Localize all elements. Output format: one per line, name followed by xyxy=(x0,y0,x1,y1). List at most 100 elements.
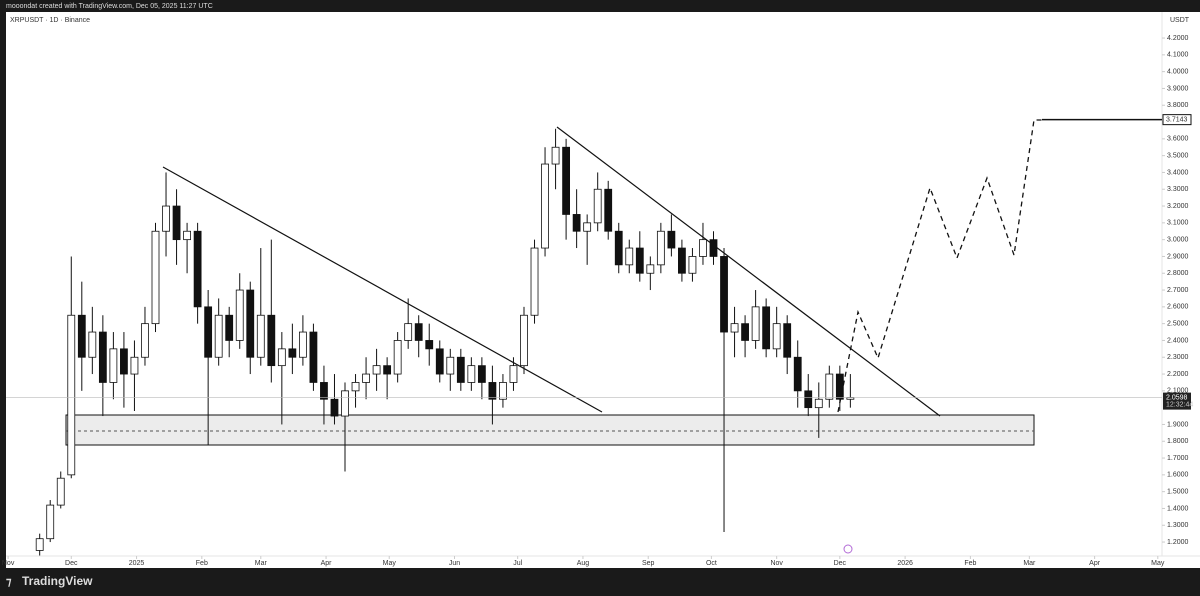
x-tick-label: Feb xyxy=(196,560,208,567)
candle-body xyxy=(393,340,402,375)
candle-body xyxy=(151,230,160,325)
candle-body xyxy=(362,373,370,383)
plot-area xyxy=(6,12,1200,568)
x-tick-label: Apr xyxy=(1089,560,1101,567)
candle-body xyxy=(204,306,213,358)
candle-body xyxy=(477,365,486,383)
x-tick-label: Oct xyxy=(706,560,717,567)
y-tick-label: 4.2000 xyxy=(1167,35,1189,42)
candle-body xyxy=(751,306,760,341)
y-tick-label: 2.1000 xyxy=(1167,388,1189,395)
y-tick-label: 3.6000 xyxy=(1167,136,1189,143)
candle-body xyxy=(804,390,813,409)
projection-path xyxy=(837,119,1042,413)
candle-body xyxy=(835,373,844,400)
candle-body xyxy=(67,314,76,476)
candle-body xyxy=(625,247,634,266)
brand-logo: ⁊ xyxy=(6,576,12,588)
candle-body xyxy=(288,348,297,358)
candle-body xyxy=(267,314,276,367)
candle-body xyxy=(130,356,139,375)
y-tick-label: 2.5000 xyxy=(1167,320,1189,327)
x-tick-label: Aug xyxy=(577,560,590,567)
candle-body xyxy=(562,146,571,215)
candle-body xyxy=(98,331,107,383)
candle-body xyxy=(783,323,792,358)
top-bar xyxy=(0,0,1200,12)
candle-body xyxy=(814,398,823,409)
candle-body xyxy=(446,356,455,375)
candle-body xyxy=(372,365,381,375)
candle-body xyxy=(46,504,55,540)
x-tick-label: Sep xyxy=(642,560,655,567)
y-tick-label: 1.5000 xyxy=(1167,488,1189,495)
x-tick-label: Mar xyxy=(255,560,268,567)
y-tick-label: 3.0000 xyxy=(1167,236,1189,243)
trendline xyxy=(162,166,603,413)
x-tick-label: Jun xyxy=(449,560,460,567)
candle-body xyxy=(572,214,581,232)
candle-body xyxy=(730,323,739,333)
currency: USDT xyxy=(1170,17,1190,24)
x-tick-label: Feb xyxy=(964,560,976,567)
candle-body xyxy=(720,256,728,333)
y-tick-label: 3.2000 xyxy=(1167,203,1189,210)
x-tick-label: 2025 xyxy=(129,560,145,567)
candle-body xyxy=(341,390,349,417)
candle-body xyxy=(193,230,202,308)
candle-body xyxy=(214,314,223,358)
candle-body xyxy=(109,348,118,383)
trendline xyxy=(556,126,941,417)
candle-body xyxy=(330,398,339,417)
y-tick-label: 3.1000 xyxy=(1167,220,1189,227)
y-tick-label: 1.8000 xyxy=(1167,438,1189,445)
y-tick-label: 2.7000 xyxy=(1167,287,1189,294)
candle-body xyxy=(541,163,549,249)
candle-body xyxy=(425,340,434,350)
candle-body xyxy=(741,323,749,341)
y-tick-label: 4.1000 xyxy=(1167,52,1189,59)
candle-body xyxy=(35,538,44,551)
candle-body xyxy=(141,323,149,358)
candle-body xyxy=(414,323,423,341)
y-tick-label: 3.9000 xyxy=(1167,85,1189,92)
candle-body xyxy=(667,230,676,249)
y-tick-label: 1.2000 xyxy=(1167,539,1189,546)
candle-body xyxy=(456,356,465,383)
candle-body xyxy=(688,256,697,274)
candle-body xyxy=(404,323,413,341)
last-price-badge xyxy=(1163,392,1191,410)
candle-body xyxy=(435,348,444,375)
symbol: XRPUSDT · 1D · Binance xyxy=(10,17,90,24)
x-tick-label: 2026 xyxy=(897,560,913,567)
last-price-label: 2.0598 xyxy=(1166,394,1188,401)
x-tick-label: Mar xyxy=(1023,560,1036,567)
y-tick-label: 2.3000 xyxy=(1167,354,1189,361)
y-tick-label: 1.3000 xyxy=(1167,522,1189,529)
candle-body xyxy=(225,314,234,341)
candle-body xyxy=(56,477,65,506)
y-tick-label: 2.8000 xyxy=(1167,270,1189,277)
candle-body xyxy=(467,365,476,383)
y-tick-label: 3.3000 xyxy=(1167,186,1189,193)
candle-body xyxy=(183,230,191,241)
candle-body xyxy=(583,222,592,232)
y-tick-label: 3.5000 xyxy=(1167,152,1189,159)
candle-body xyxy=(762,306,771,350)
candle-body xyxy=(699,239,707,257)
candle-body xyxy=(551,146,560,165)
target-label: 3.7143 xyxy=(1166,116,1188,123)
candle-body xyxy=(172,205,181,241)
y-tick-label: 1.7000 xyxy=(1167,455,1189,462)
candle-body xyxy=(825,373,834,400)
candle-body xyxy=(509,365,518,383)
y-tick-label: 4.0000 xyxy=(1167,68,1189,75)
candle-body xyxy=(678,247,686,274)
bottom-bar xyxy=(0,568,1200,596)
watermark: mooondat created with TradingView.com, D… xyxy=(6,3,213,10)
candle-body xyxy=(383,365,392,375)
candle-body xyxy=(298,331,307,358)
candle-body xyxy=(604,188,613,232)
candle-body xyxy=(351,382,360,392)
candle-body xyxy=(530,247,539,316)
